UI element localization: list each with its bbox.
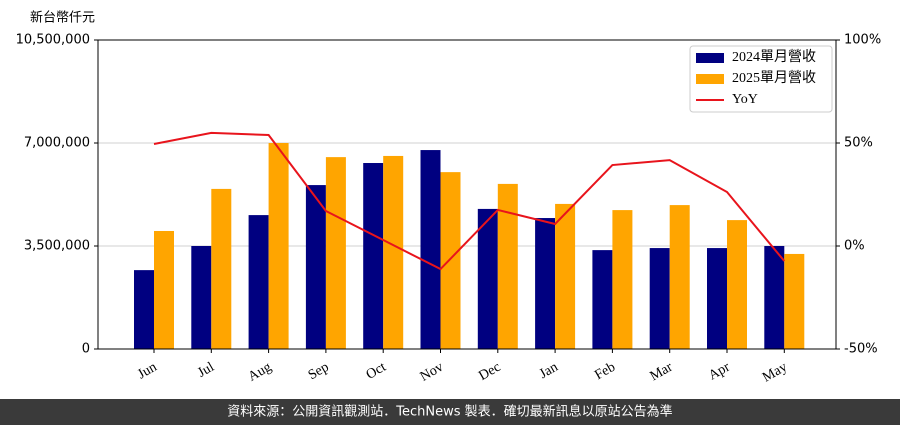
x-tick-label: Mar bbox=[648, 360, 676, 385]
y2-tick-label: 0% bbox=[844, 239, 865, 254]
bar bbox=[134, 270, 154, 349]
bar bbox=[764, 246, 785, 349]
y2-tick-label: -50% bbox=[844, 342, 878, 357]
bar bbox=[612, 210, 633, 349]
x-tick-label: Jun bbox=[135, 360, 159, 383]
x-tick-label: Feb bbox=[592, 360, 618, 383]
bar bbox=[248, 215, 269, 349]
plot-frame bbox=[97, 39, 837, 350]
y2-tick-label: 100% bbox=[844, 33, 881, 48]
y-tick-label: 0 bbox=[82, 342, 90, 357]
bar bbox=[154, 230, 174, 349]
bar bbox=[535, 218, 556, 349]
bar bbox=[669, 205, 690, 349]
y-tick-label: 3,500,000 bbox=[24, 239, 90, 254]
x-tick-label: Oct bbox=[364, 360, 389, 383]
x-tick-label: Dec bbox=[476, 360, 503, 384]
bar bbox=[477, 208, 498, 349]
bar bbox=[649, 248, 670, 349]
bar bbox=[268, 143, 289, 349]
footer-text: 資料來源：公開資訊觀測站．TechNews 製表．確切最新訊息以原站公告為準 bbox=[227, 404, 672, 420]
bar bbox=[383, 155, 404, 349]
x-tick-label: Aug bbox=[246, 360, 274, 385]
y-tick-label: 7,000,000 bbox=[24, 136, 90, 151]
x-tick-label: May bbox=[760, 360, 790, 386]
bar bbox=[555, 203, 576, 349]
x-tick-label: Nov bbox=[418, 360, 446, 385]
x-tick-label: Jan bbox=[537, 360, 561, 382]
y-tick-label: 10,500,000 bbox=[16, 33, 90, 48]
bar bbox=[727, 220, 747, 349]
legend-swatch bbox=[696, 74, 724, 84]
bar bbox=[363, 163, 384, 349]
x-tick-label: Apr bbox=[706, 360, 733, 384]
bar bbox=[211, 188, 232, 349]
y2-tick-label: 50% bbox=[844, 136, 873, 151]
legend-box bbox=[689, 45, 833, 113]
bar bbox=[191, 246, 212, 349]
footer-bar bbox=[0, 399, 900, 425]
legend-label: 2024單月營收 bbox=[732, 49, 816, 65]
legend-swatch bbox=[696, 53, 724, 63]
legend-label: YoY bbox=[732, 92, 758, 107]
bar bbox=[707, 248, 727, 349]
yoy-line bbox=[153, 131, 786, 271]
y-axis-label: 新台幣仟元 bbox=[30, 10, 95, 26]
bar bbox=[440, 172, 461, 349]
legend-label: 2025單月營收 bbox=[732, 70, 816, 86]
bar bbox=[325, 157, 346, 349]
bar bbox=[592, 250, 613, 349]
x-tick-label: Sep bbox=[306, 360, 332, 383]
x-tick-label: Jul bbox=[195, 360, 217, 381]
bar bbox=[305, 185, 326, 349]
bar bbox=[420, 150, 441, 349]
bar bbox=[497, 183, 518, 349]
bar bbox=[784, 253, 805, 349]
